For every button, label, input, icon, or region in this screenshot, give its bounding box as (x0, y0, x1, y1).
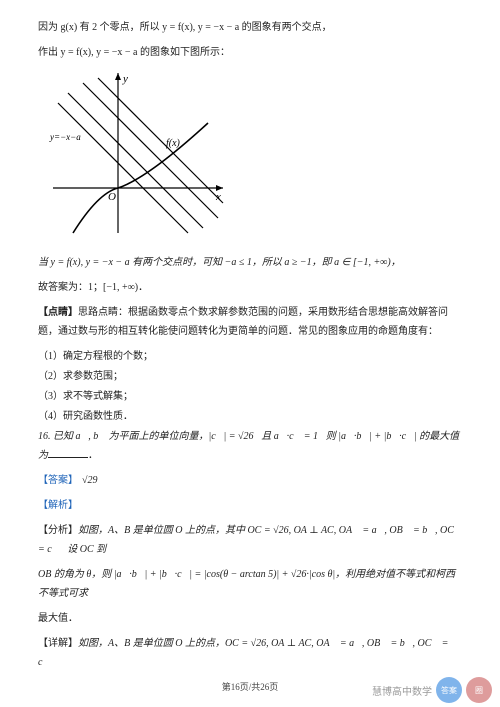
list-item-1: （1）确定方程根的个数； (38, 347, 462, 366)
paragraph-1: 因为 g(x) 有 2 个零点，所以 y = f(x), y = −x − a … (38, 18, 462, 37)
paragraph-3: 当 y = f(x), y = −x − a 有两个交点时，可知 −a ≤ 1，… (38, 253, 462, 272)
detail-label: 【详解】 (38, 638, 78, 649)
axis-label-x: x (215, 191, 221, 203)
watermark-circle-2: 圈 (466, 677, 492, 703)
analysis-sub-label: 【分析】 (38, 525, 78, 536)
figure-graph: y x O f(x) y=−x−a (38, 68, 462, 245)
list-item-4: （4）研究函数性质． (38, 407, 462, 426)
paragraph-2: 作出 y = f(x), y = −x − a 的图象如下图所示： (38, 43, 462, 62)
watermark-text: 慧博高中数学 (372, 683, 432, 698)
analysis-text: 如图，A、B 是单位圆 O 上的点，其中 OC = √26, OA ⊥ AC, … (38, 525, 462, 555)
fx-label: f(x) (166, 138, 181, 149)
answer-value: √29 (82, 471, 98, 490)
para4-text: 故答案为：1；[−1, +∞)． (38, 282, 148, 293)
answer-blank (48, 447, 88, 458)
watermark-circle-1: 答案 (436, 677, 462, 703)
analysis-text-3: 最大值． (38, 613, 78, 624)
analysis-label-line: 【解析】 (38, 496, 462, 515)
origin-label: O (108, 191, 116, 203)
q16-text: 16. 已知 a⃗, b⃗ 为平面上的单位向量，|c⃗| = √26，且 a⃗·… (38, 431, 459, 461)
detail-text: 如图，A、B 是单位圆 O 上的点，OC = √26, OA ⊥ AC, OA⃗… (38, 638, 448, 668)
tip-text: 思路点睛：根据函数零点个数求解参数范围的问题，采用数形结合思想能高效解答问题，通… (38, 307, 448, 337)
answer-label: 【答案】 (38, 475, 78, 486)
tip-paragraph: 【点睛】思路点睛：根据函数零点个数求解参数范围的问题，采用数形结合思想能高效解答… (38, 303, 462, 341)
watermark: 慧博高中数学 答案 圈 (372, 677, 492, 703)
analysis-paragraph-3: 最大值． (38, 609, 462, 628)
axis-label-y: y (122, 73, 128, 85)
analysis-text-2: OB 的角为 θ，则 |a⃗·b⃗| + |b⃗·c⃗| = |cos(θ − … (38, 569, 455, 599)
analysis-label: 【解析】 (38, 500, 78, 511)
analysis-paragraph-2: OB 的角为 θ，则 |a⃗·b⃗| + |b⃗·c⃗| = |cos(θ − … (38, 565, 462, 603)
detail-paragraph: 【详解】如图，A、B 是单位圆 O 上的点，OC = √26, OA ⊥ AC,… (38, 634, 462, 672)
list-item-3: （3）求不等式解集； (38, 387, 462, 406)
question-16: 16. 已知 a⃗, b⃗ 为平面上的单位向量，|c⃗| = √26，且 a⃗·… (38, 427, 462, 465)
answer-line: 【答案】 √29 (38, 471, 462, 490)
line-family-label: y=−x−a (49, 132, 81, 142)
analysis-paragraph: 【分析】如图，A、B 是单位圆 O 上的点，其中 OC = √26, OA ⊥ … (38, 521, 462, 559)
para3-text: 当 y = f(x), y = −x − a 有两个交点时，可知 −a ≤ 1，… (38, 257, 401, 268)
list-item-2: （2）求参数范围； (38, 367, 462, 386)
tip-label: 【点睛】 (38, 307, 78, 318)
paragraph-4: 故答案为：1；[−1, +∞)． (38, 278, 462, 297)
